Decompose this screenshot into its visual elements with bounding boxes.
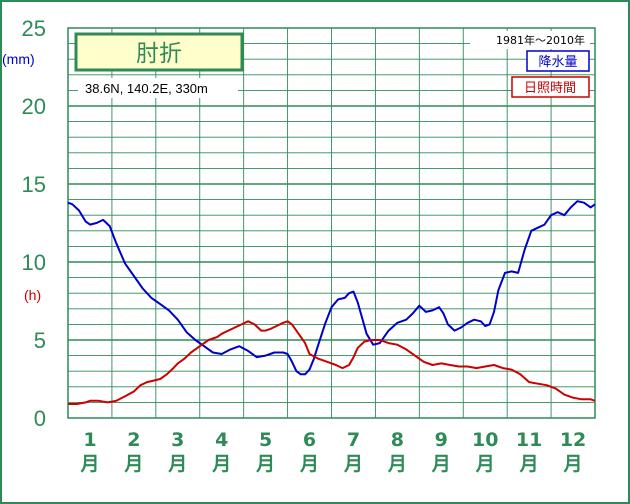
y-tick-label: 5	[34, 328, 46, 353]
y-tick-label: 25	[22, 16, 46, 41]
x-tick-label-unit: 月	[123, 453, 143, 475]
series-line-precipitation	[67, 200, 596, 376]
x-tick-label-unit: 月	[563, 453, 583, 475]
x-tick-label-unit: 月	[519, 453, 539, 475]
x-tick-label-unit: 月	[475, 453, 495, 475]
x-tick-label-unit: 月	[343, 453, 363, 475]
period-box	[470, 31, 590, 49]
x-tick-label-unit: 月	[167, 453, 187, 475]
subtitle-box	[78, 78, 238, 98]
x-tick-label: 9	[435, 429, 448, 451]
x-tick-label: 4	[215, 429, 228, 451]
y-tick-label: 10	[22, 250, 46, 275]
y-axis-ticks: 0 5 10 15 20 25	[22, 16, 46, 431]
y-tick-label: 20	[22, 94, 46, 119]
x-tick-label: 12	[560, 429, 586, 451]
y-unit-left: (mm)	[2, 51, 35, 67]
y-unit-right: (h)	[24, 287, 41, 303]
x-tick-label: 5	[259, 429, 272, 451]
x-tick-label: 7	[347, 429, 360, 451]
x-tick-label-unit: 月	[79, 453, 99, 475]
x-tick-label: 2	[127, 429, 140, 451]
x-tick-label: 1	[83, 429, 96, 451]
series-line-sunshine	[68, 320, 596, 405]
x-tick-label-unit: 月	[211, 453, 231, 475]
chart-subtitle: 38.6N, 140.2E, 330m	[85, 81, 208, 96]
legend-label-sunshine: 日照時間	[524, 81, 576, 96]
grid	[67, 27, 596, 419]
y-tick-label: 15	[22, 172, 46, 197]
x-tick-label: 10	[472, 429, 498, 451]
legend-label-precipitation: 降水量	[538, 55, 577, 70]
x-tick-label-unit: 月	[299, 453, 319, 475]
legend-item-box-precipitation	[526, 50, 590, 72]
y-tick-label: 0	[34, 406, 46, 431]
legend: 降水量 日照時間	[511, 50, 590, 98]
x-tick-label: 3	[171, 429, 184, 451]
x-tick-label-unit: 月	[387, 453, 407, 475]
title-box	[74, 32, 244, 72]
series-lines	[67, 200, 596, 405]
x-tick-label: 6	[303, 429, 316, 451]
x-tick-label-unit: 月	[431, 453, 451, 475]
period-label: 1981年〜2010年	[496, 33, 585, 47]
legend-item-box-sunshine	[511, 76, 590, 98]
x-tick-label-unit: 月	[255, 453, 275, 475]
x-tick-label: 8	[391, 429, 404, 451]
chart-title: 肘折	[136, 41, 182, 67]
x-tick-label: 11	[516, 429, 542, 451]
